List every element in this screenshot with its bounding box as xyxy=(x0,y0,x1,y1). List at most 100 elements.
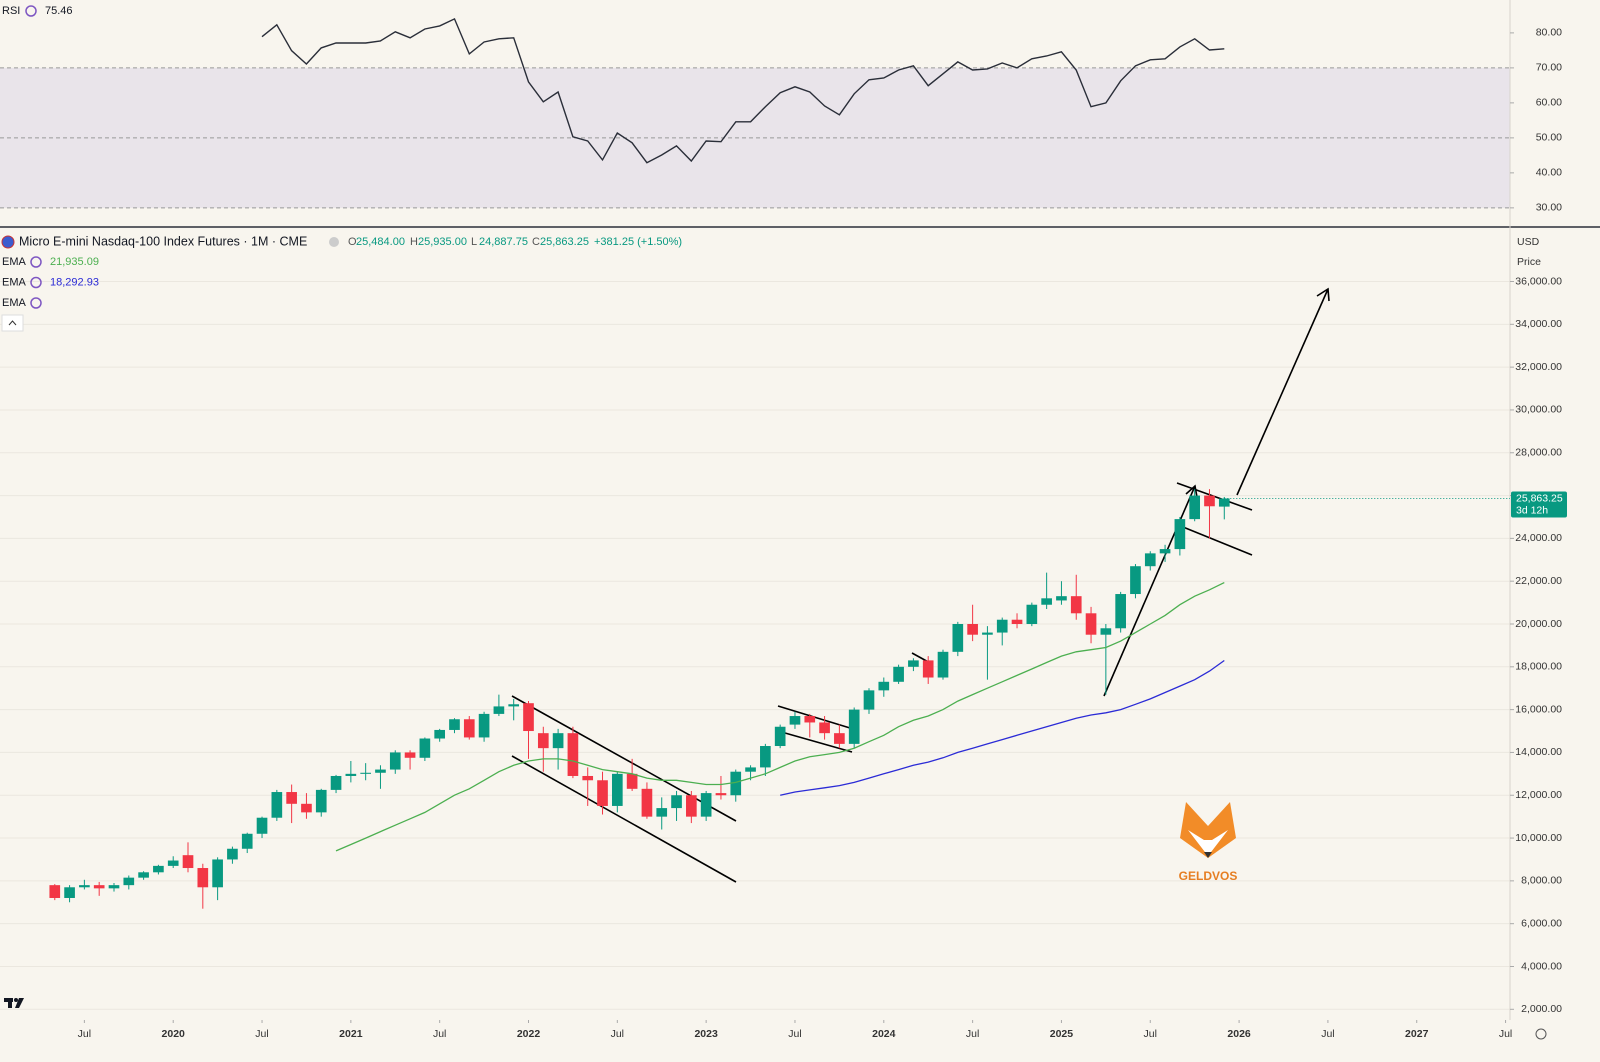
candle-body xyxy=(360,772,371,774)
y-tick-label: 8,000.00 xyxy=(1521,875,1562,887)
candle-body xyxy=(671,795,682,809)
y-tick-label: 30,000.00 xyxy=(1515,404,1562,416)
candle-body xyxy=(730,771,742,796)
y-tick-label: 30.00 xyxy=(1536,202,1562,214)
x-tick-label: 2020 xyxy=(162,1028,186,1040)
candle-body xyxy=(404,752,416,758)
y-tick-label: 70.00 xyxy=(1536,62,1562,74)
candle-body xyxy=(123,877,135,886)
candle-body xyxy=(389,752,401,770)
y-tick-label: 14,000.00 xyxy=(1515,746,1562,758)
candle-body xyxy=(760,746,771,768)
trend-line xyxy=(784,732,853,753)
candle-body xyxy=(863,690,875,710)
ohlc-value: 25,935.00 xyxy=(418,236,467,248)
candle-body xyxy=(182,855,194,869)
candle-body xyxy=(582,775,594,781)
candle-body xyxy=(49,885,61,898)
candle-body xyxy=(1085,613,1097,635)
candle-body xyxy=(1070,596,1082,614)
candle-body xyxy=(996,619,1008,633)
candle-body xyxy=(804,716,816,723)
candle-body xyxy=(834,733,845,744)
price-tag-label: 25,863.25 xyxy=(1516,492,1563,504)
candle-body xyxy=(1159,549,1171,554)
candle-body xyxy=(523,703,534,732)
candle-body xyxy=(686,795,697,817)
x-tick-label: 2027 xyxy=(1405,1028,1429,1040)
candle-body xyxy=(1130,566,1141,595)
candle-body xyxy=(952,624,964,652)
arrow-line xyxy=(1236,288,1329,496)
candle-body xyxy=(745,767,756,772)
tv-logo xyxy=(4,998,24,1008)
candle-body xyxy=(478,713,490,738)
candle-body xyxy=(819,722,830,734)
candle-body xyxy=(1056,596,1067,601)
x-tick-label: Jul xyxy=(966,1028,979,1040)
ohlc-label: L xyxy=(471,236,477,248)
candle-body xyxy=(656,808,668,817)
y-tick-label: 32,000.00 xyxy=(1515,361,1562,373)
candle-body xyxy=(908,660,919,667)
y-tick-label: 36,000.00 xyxy=(1515,275,1562,287)
y-tick-label: 28,000.00 xyxy=(1515,447,1562,459)
drawings xyxy=(511,287,1330,883)
countdown: 3d 12h xyxy=(1516,504,1548,516)
logo-part xyxy=(15,998,24,1008)
candle-body xyxy=(700,793,712,817)
y-tick-label: 4,000.00 xyxy=(1521,960,1562,972)
price-tag xyxy=(1511,491,1567,518)
candle-body xyxy=(419,738,431,758)
candle-body xyxy=(153,865,164,873)
candle-body xyxy=(301,803,312,813)
legend-icon xyxy=(30,256,42,268)
x-tick-label: Jul xyxy=(1499,1028,1512,1040)
ema-line xyxy=(780,659,1225,796)
candle-body xyxy=(982,632,993,635)
candle-body xyxy=(1041,598,1052,605)
settings-icon[interactable] xyxy=(1535,1028,1547,1040)
candle-body xyxy=(774,726,786,747)
candle-body xyxy=(108,885,120,889)
ohlc-value: 25,863.25 xyxy=(540,236,589,248)
currency: USD xyxy=(1517,236,1540,248)
candle-body xyxy=(597,780,608,806)
candle-body xyxy=(967,624,978,635)
x-tick-label: Jul xyxy=(1144,1028,1157,1040)
candle-body xyxy=(375,769,386,773)
candle-body xyxy=(508,704,520,707)
x-tick-label: Jul xyxy=(1321,1028,1334,1040)
watermark: GELDVOS xyxy=(1179,869,1238,883)
candle-body xyxy=(789,716,801,725)
y-tick-label: 16,000.00 xyxy=(1515,703,1562,715)
candle-body xyxy=(227,848,238,860)
candle-body xyxy=(1100,628,1112,635)
background-layer xyxy=(0,67,1510,1010)
y-tick-label: 24,000.00 xyxy=(1515,532,1562,544)
candle-body xyxy=(345,773,357,776)
y-tick-label: 34,000.00 xyxy=(1515,318,1562,330)
candle-body xyxy=(893,666,904,682)
scale-mode: Price xyxy=(1517,256,1541,268)
change: +381.25 (+1.50%) xyxy=(594,236,682,248)
legend-name: RSI xyxy=(2,5,20,17)
candle-body xyxy=(1026,604,1038,624)
candle-body xyxy=(626,773,638,789)
candle-body xyxy=(1204,495,1215,507)
x-tick-label: Jul xyxy=(255,1028,268,1040)
logo-part xyxy=(14,998,18,1002)
legend-value: 21,935.09 xyxy=(50,256,99,268)
x-tick-label: 2026 xyxy=(1227,1028,1251,1040)
candle-body xyxy=(1189,495,1201,520)
arrow-head xyxy=(1185,484,1198,498)
y-tick-label: 20,000.00 xyxy=(1515,618,1562,630)
candle-body xyxy=(449,719,460,730)
candle-body xyxy=(493,706,505,714)
rsi-line xyxy=(261,17,1225,164)
x-tick-label: 2025 xyxy=(1050,1028,1074,1040)
candle-body xyxy=(434,729,446,739)
collapse-button[interactable] xyxy=(1,314,24,332)
y-tick-label: 10,000.00 xyxy=(1515,832,1562,844)
